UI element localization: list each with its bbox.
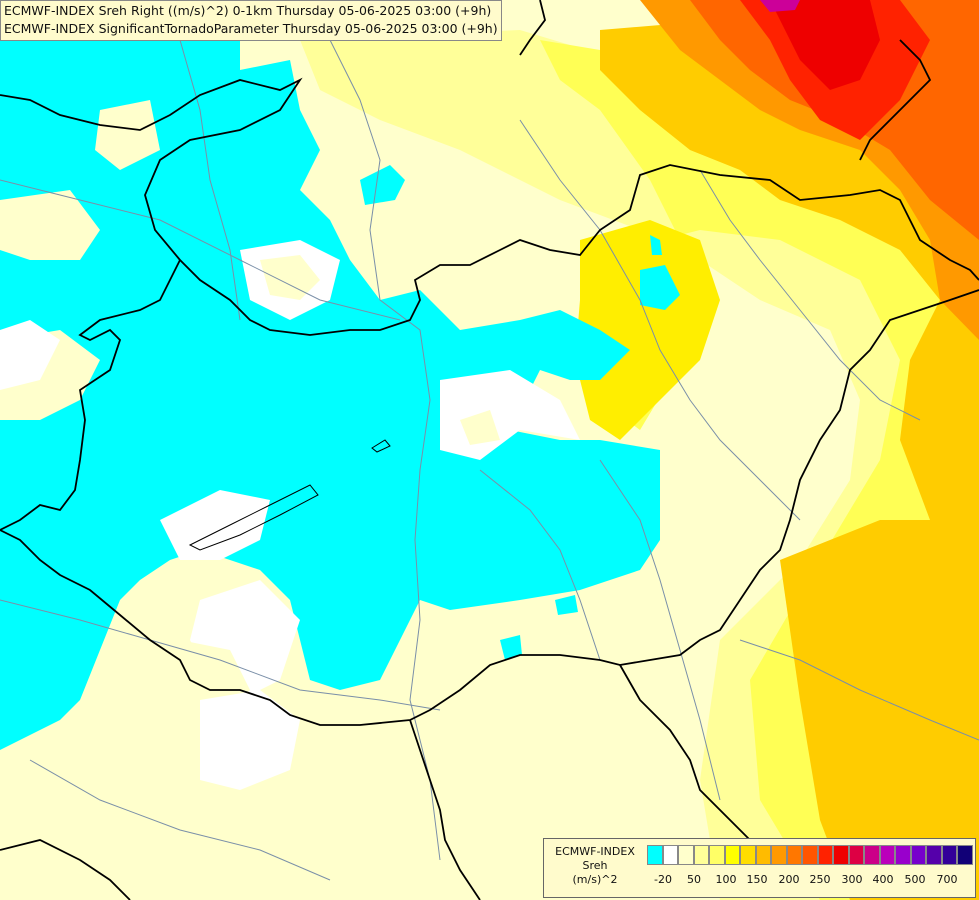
legend-tick-label: 400 (872, 873, 894, 886)
border-south-1 (409, 719, 481, 900)
legend-swatch (879, 845, 895, 865)
color-legend: ECMWF-INDEX Sreh (m/s)^2 -20 50 100 150 200 2… (543, 838, 976, 898)
field-pale-3 (0, 190, 100, 260)
legend-title-line-2: Sreh (582, 859, 608, 872)
river-10 (739, 639, 979, 741)
border-north-2 (519, 0, 546, 56)
legend-swatch (957, 845, 973, 865)
field-pale-1 (260, 255, 320, 300)
field-cyan-west (0, 0, 660, 750)
border-west (0, 259, 181, 531)
legend-swatch (693, 845, 709, 865)
field-gold-southeast (780, 520, 979, 900)
legend-tick-label: 250 (809, 873, 831, 886)
legend-tick-label: 700 (936, 873, 958, 886)
field-dark-red (770, 0, 880, 90)
field-white-3 (160, 490, 270, 560)
legend-swatch (864, 845, 880, 865)
legend-swatch (771, 845, 787, 865)
river-5 (599, 459, 721, 801)
legend-swatch (662, 845, 678, 865)
field-cyan-spot-5 (555, 595, 578, 615)
legend-swatch (802, 845, 818, 865)
field-bright-yellow (575, 220, 720, 440)
legend-swatch (817, 845, 833, 865)
legend-title-line-3: (m/s)^2 (572, 873, 618, 886)
river-7 (699, 169, 921, 421)
field-cyan-spot-2 (640, 265, 680, 310)
map-title-line-2: ECMWF-INDEX SignificantTornadoParameter … (4, 21, 498, 36)
border-east (0, 289, 979, 726)
legend-tick-label: 300 (841, 873, 863, 886)
legend-swatch (678, 845, 694, 865)
map-title-line-1: ECMWF-INDEX Sreh Right ((m/s)^2) 0-1km T… (4, 3, 492, 18)
river-6 (29, 759, 331, 881)
border-south-2 (619, 664, 751, 841)
rivers (0, 39, 979, 881)
legend-swatch (709, 845, 725, 865)
field-white-6 (200, 690, 300, 790)
legend-swatch (647, 845, 663, 865)
river-3 (0, 179, 401, 321)
field-cyan-spot-3 (650, 235, 662, 255)
legend-swatch (755, 845, 771, 865)
field-pale-2 (460, 410, 500, 445)
legend-tick-label: 150 (746, 873, 768, 886)
border-south-3 (0, 839, 131, 900)
legend-swatch (833, 845, 849, 865)
legend-swatch (740, 845, 756, 865)
legend-tick-label: -20 (654, 873, 672, 886)
border-northeast (859, 39, 932, 161)
river-9 (479, 469, 601, 661)
lake-small (371, 439, 391, 453)
field-magenta (760, 0, 800, 12)
legend-swatch (910, 845, 926, 865)
legend-tick-label: 100 (715, 873, 737, 886)
river-8 (179, 39, 241, 321)
field-cyan-spot-1 (360, 165, 405, 205)
legend-title-line-1: ECMWF-INDEX (555, 845, 635, 858)
river-4 (0, 599, 441, 711)
legend-swatch (848, 845, 864, 865)
field-cyan-spot-4 (500, 635, 522, 660)
legend-tick-label: 50 (687, 873, 701, 886)
field-pale-5 (95, 100, 160, 170)
legend-swatches (647, 845, 973, 865)
legend-ticks: -20 50 100 150 200 250 300 400 500 700 (647, 873, 972, 889)
border-north (0, 77, 979, 336)
lake-balaton (188, 484, 319, 551)
legend-swatch (724, 845, 740, 865)
legend-swatch (926, 845, 942, 865)
legend-tick-label: 200 (778, 873, 800, 886)
legend-swatch (941, 845, 957, 865)
legend-swatch (895, 845, 911, 865)
legend-swatch (786, 845, 802, 865)
map-title-box: ECMWF-INDEX Sreh Right ((m/s)^2) 0-1km T… (0, 0, 502, 41)
field-white-4 (0, 320, 60, 390)
legend-tick-label: 500 (904, 873, 926, 886)
legend-title: ECMWF-INDEX Sreh (m/s)^2 (548, 845, 642, 887)
river-2 (519, 119, 801, 521)
river-1 (329, 39, 441, 861)
